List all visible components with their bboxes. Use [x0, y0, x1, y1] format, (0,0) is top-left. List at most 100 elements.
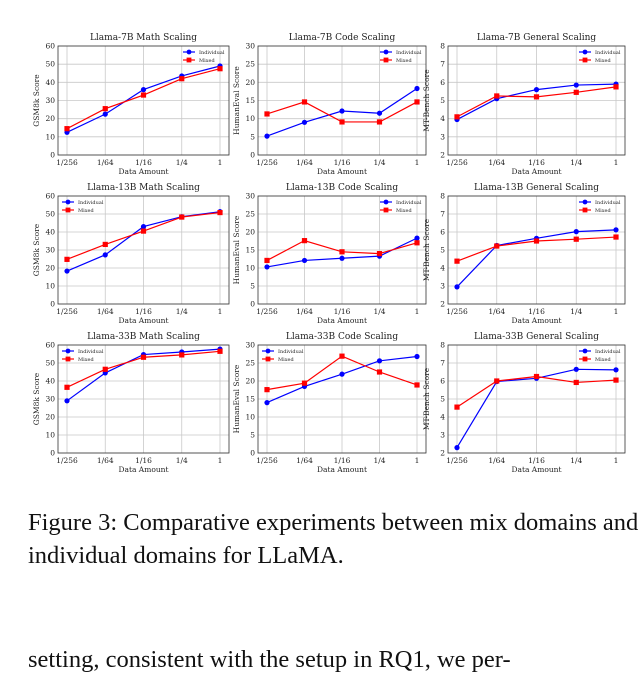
y-tick-label: 6 [440, 78, 445, 87]
y-tick-label: 20 [45, 413, 55, 422]
chart-panel: 1/256 1/64 1/16 1/4 10102030405060Llama-33B … [32, 332, 230, 474]
legend-label: Mixed [78, 357, 94, 363]
legend-marker [65, 356, 71, 362]
y-tick-label: 40 [45, 78, 55, 87]
y-tick-label: 60 [45, 192, 55, 201]
legend: Individual Mixed [579, 199, 621, 214]
legend-label: Individual [595, 200, 621, 206]
plot-frame [57, 344, 230, 454]
data-point-individual [140, 224, 147, 230]
data-point-mixed [140, 228, 147, 234]
x-tick-label: 1/16 [528, 456, 545, 465]
data-point-individual [414, 85, 420, 92]
data-point-individual [301, 257, 308, 264]
x-tick-label: 1/64 [488, 158, 505, 167]
y-tick-label: 5 [250, 431, 255, 440]
x-tick-label: 1/256 [56, 158, 78, 167]
y-tick-label: 5 [250, 132, 255, 141]
x-tick-label: 1 [415, 307, 420, 316]
x-axis-label: Data Amount [317, 167, 367, 176]
x-tick-label: 1/64 [97, 158, 114, 167]
y-tick-label: 7 [440, 210, 445, 219]
y-tick-label: 50 [45, 60, 55, 69]
chart-title: Llama-7B Math Scaling [90, 33, 197, 43]
x-tick-label: 1 [614, 456, 619, 465]
y-tick-label: 0 [250, 449, 255, 458]
chart-title: Llama-7B General Scaling [477, 33, 597, 43]
data-point-mixed [264, 387, 270, 393]
y-tick-label: 6 [440, 228, 445, 237]
x-tick-label: 1 [218, 307, 223, 316]
x-tick-label: 1 [614, 158, 619, 167]
data-point-mixed [454, 404, 460, 410]
chart-title: Llama-33B Math Scaling [87, 332, 200, 342]
y-tick-label: 30 [245, 341, 255, 350]
y-tick-label: 20 [45, 264, 55, 273]
data-point-mixed [613, 84, 619, 90]
chart-panel: 1/256 1/64 1/16 1/4 1 2 3 4 5 6 7 8 Llama-13B Genera… [422, 183, 626, 325]
x-axis-label: Data Amount [317, 316, 367, 325]
plot-frame [447, 195, 626, 305]
chart-title: Llama-33B Code Scaling [286, 332, 398, 342]
data-point-mixed [64, 384, 70, 390]
y-tick-label: 10 [45, 132, 55, 141]
x-tick-label: 1/256 [256, 158, 278, 167]
data-point-mixed [573, 236, 579, 242]
data-point-mixed [533, 94, 540, 100]
data-point-mixed [414, 99, 420, 105]
y-tick-label: 0 [50, 300, 55, 309]
plot-frame [57, 45, 230, 156]
legend: Individual Mixed [62, 348, 104, 363]
data-point-mixed [613, 377, 619, 383]
legend-marker [582, 356, 588, 362]
x-tick-label: 1 [218, 158, 223, 167]
x-tick-label: 1/256 [56, 307, 78, 316]
legend-label: Mixed [78, 208, 94, 214]
data-point-individual [454, 284, 460, 290]
data-point-mixed [301, 238, 308, 244]
y-tick-label: 20 [245, 377, 255, 386]
data-point-mixed [376, 369, 383, 375]
x-tick-label: 1/16 [528, 307, 545, 316]
data-point-individual [613, 227, 619, 233]
legend-label: Individual [78, 349, 104, 355]
x-tick-label: 1/16 [135, 158, 152, 167]
data-point-mixed [64, 126, 70, 132]
x-tick-label: 1/4 [570, 158, 582, 167]
y-tick-label: 15 [245, 395, 255, 404]
plot-frame [57, 195, 230, 305]
y-tick-label: 20 [245, 78, 255, 87]
x-tick-label: 1/4 [373, 307, 385, 316]
x-axis-label: Data Amount [118, 316, 168, 325]
legend-marker [582, 348, 588, 354]
y-tick-label: 30 [45, 246, 55, 255]
y-axis-label: GSM8k Score [32, 223, 41, 276]
legend-label: Mixed [396, 208, 412, 214]
chart-panel: 1/256 1/64 1/16 1/4 1 2 3 4 5 6 7 8 Llama-33B Genera… [422, 332, 626, 474]
data-point-mixed [102, 106, 108, 112]
x-axis-label: Data Amount [511, 316, 561, 325]
y-tick-label: 5 [440, 246, 445, 255]
y-tick-label: 6 [440, 377, 445, 386]
data-point-mixed [301, 380, 308, 386]
data-point-mixed [533, 238, 540, 244]
y-axis-label: HumanEval Score [232, 215, 241, 284]
data-point-individual [102, 111, 108, 117]
data-point-mixed [102, 241, 108, 248]
y-tick-label: 30 [45, 96, 55, 105]
data-point-individual [102, 252, 108, 258]
legend-marker [383, 49, 389, 55]
x-tick-label: 1/4 [176, 456, 188, 465]
x-tick-label: 1/4 [570, 456, 582, 465]
chart-title: Llama-33B General Scaling [474, 332, 599, 342]
data-point-mixed [414, 382, 420, 388]
data-point-mixed [454, 258, 460, 264]
data-point-individual [264, 264, 270, 270]
y-tick-label: 20 [45, 114, 55, 123]
data-point-mixed [454, 114, 460, 120]
chart-title: Llama-13B Code Scaling [286, 183, 398, 193]
data-point-mixed [494, 93, 500, 99]
y-tick-label: 15 [245, 246, 255, 255]
y-tick-label: 2 [440, 300, 445, 309]
